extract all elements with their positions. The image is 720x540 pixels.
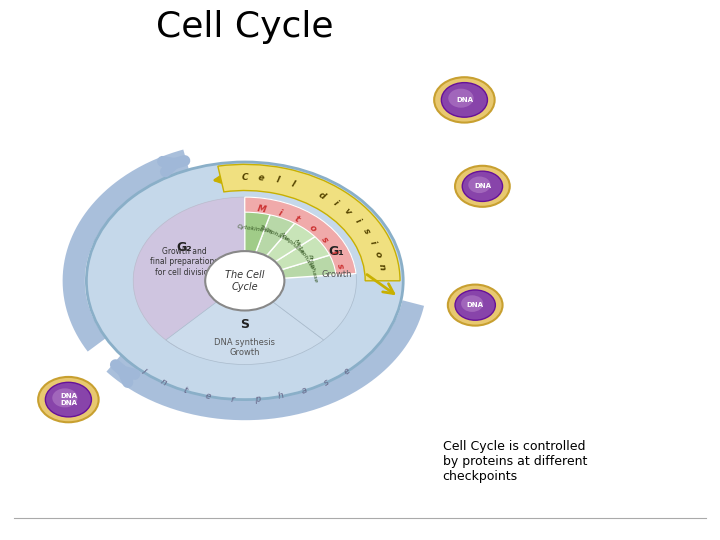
Text: e: e [341,367,351,377]
Text: Growth: Growth [321,271,352,279]
Text: s: s [323,377,331,388]
Text: C: C [241,173,248,182]
Text: DNA: DNA [456,97,473,103]
Text: The Cell
Cycle: The Cell Cycle [225,270,264,292]
Text: d: d [317,190,328,201]
Text: Cell Cycle is controlled
by proteins at different
checkpoints: Cell Cycle is controlled by proteins at … [443,440,587,483]
Circle shape [462,171,503,201]
Circle shape [441,83,487,117]
Text: Anaphase: Anaphase [278,230,305,254]
Text: Cell Cycle: Cell Cycle [156,10,333,44]
Wedge shape [245,197,356,340]
Circle shape [45,382,91,417]
Circle shape [455,166,510,207]
Text: p: p [254,395,261,404]
Text: n: n [377,262,386,270]
Text: G₁: G₁ [329,245,345,258]
Text: i: i [368,240,377,246]
Wedge shape [218,164,400,281]
Text: n: n [158,377,168,388]
Text: S: S [240,318,249,331]
Text: e: e [204,392,212,401]
Text: i: i [353,217,361,225]
Circle shape [205,251,284,310]
Text: e: e [258,173,265,183]
Wedge shape [166,281,324,364]
Text: l: l [275,176,280,185]
Text: a: a [300,386,309,396]
Text: t: t [181,386,188,396]
Text: M: M [256,204,267,214]
Wedge shape [245,228,346,281]
Circle shape [434,77,495,123]
Wedge shape [245,197,356,275]
Text: v: v [341,206,352,217]
Circle shape [461,295,483,312]
Circle shape [468,177,490,193]
Text: s: s [320,234,330,244]
Text: o: o [307,223,318,234]
Text: h: h [277,392,285,401]
Text: DNA: DNA [474,183,491,190]
Text: DNA
DNA: DNA DNA [60,393,77,406]
Text: i: i [277,208,283,218]
Text: o: o [373,250,383,259]
Text: Metaphase: Metaphase [293,238,315,270]
Text: Cytokinesis: Cytokinesis [236,225,273,234]
Text: i: i [329,249,338,255]
Wedge shape [245,250,354,281]
Wedge shape [245,199,275,281]
Text: s: s [361,227,371,236]
Text: l: l [290,179,296,189]
Circle shape [455,290,495,320]
Text: t: t [293,214,302,225]
Text: i: i [331,198,339,207]
Text: s: s [335,262,345,269]
Circle shape [448,285,503,326]
Text: Prophase: Prophase [307,254,318,284]
Wedge shape [245,202,305,281]
Circle shape [53,388,78,407]
Text: I: I [139,368,147,376]
Circle shape [38,377,99,422]
Circle shape [86,162,403,400]
Text: r: r [230,395,235,404]
Circle shape [449,89,474,107]
Text: DNA synthesis
Growth: DNA synthesis Growth [215,338,275,357]
Text: G₂: G₂ [177,241,192,254]
Text: DNA: DNA [467,302,484,308]
Wedge shape [133,197,245,349]
Wedge shape [245,212,328,281]
Text: Growth and
final preparations
for cell division: Growth and final preparations for cell d… [150,247,219,276]
Text: Telophase: Telophase [258,225,289,242]
